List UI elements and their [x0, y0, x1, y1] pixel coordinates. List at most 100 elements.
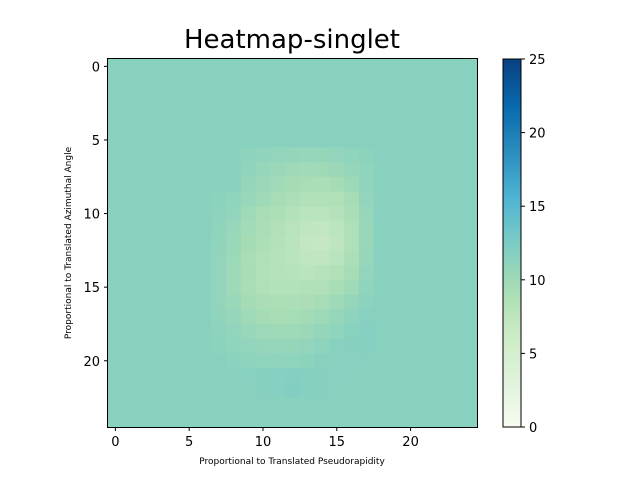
heatmap-cell [270, 309, 286, 325]
heatmap-cell [462, 59, 478, 75]
heatmap-cell [403, 397, 419, 413]
heatmap-cell [344, 220, 360, 237]
heatmap-cell [403, 220, 419, 237]
heatmap-cell [299, 132, 316, 148]
heatmap-cell [255, 176, 271, 193]
chart-title: Heatmap-singlet [184, 25, 400, 55]
heatmap-cell [167, 176, 183, 193]
heatmap-cell [167, 191, 183, 207]
heatmap-cell [462, 250, 478, 266]
heatmap-cell [167, 279, 183, 296]
heatmap-cell [181, 338, 198, 354]
heatmap-cell [299, 397, 316, 413]
heatmap-cell [373, 191, 390, 207]
heatmap-cell [329, 368, 345, 384]
heatmap-cell [167, 220, 183, 237]
heatmap-cell [152, 162, 168, 178]
heatmap-cell [270, 294, 286, 310]
x-tick-label: 20 [402, 435, 419, 450]
heatmap-cell [358, 309, 375, 325]
heatmap-cell [285, 294, 301, 310]
heatmap-cell [270, 117, 286, 134]
heatmap-cell [137, 250, 153, 266]
heatmap-cell [299, 309, 316, 325]
heatmap-cell [299, 147, 316, 163]
heatmap-cell [329, 323, 345, 340]
heatmap-cell [432, 88, 449, 104]
heatmap-cell [240, 73, 257, 90]
heatmap-cell [167, 338, 183, 354]
heatmap-cell [240, 176, 257, 193]
heatmap-cell [299, 250, 316, 266]
heatmap-cell [299, 294, 316, 310]
heatmap-cell [270, 412, 286, 428]
heatmap-cell [403, 176, 419, 193]
heatmap-cell [373, 147, 390, 163]
heatmap-cell [462, 235, 478, 251]
heatmap-cell [432, 220, 449, 237]
heatmap-cell [358, 132, 375, 148]
heatmap-cell [285, 338, 301, 354]
heatmap-cell [137, 235, 153, 251]
heatmap-cell [137, 382, 153, 399]
heatmap-cell [432, 59, 449, 75]
heatmap-cell [255, 117, 271, 134]
heatmap-cell [417, 382, 434, 399]
heatmap-cell [403, 309, 419, 325]
heatmap-cell [358, 250, 375, 266]
heatmap-cell [447, 147, 463, 163]
heatmap-cell [137, 265, 153, 281]
colorbar-tick-label: 5 [529, 347, 537, 362]
heatmap-cell [285, 206, 301, 222]
heatmap-cell [344, 147, 360, 163]
heatmap-cell [240, 338, 257, 354]
heatmap-cell [226, 88, 242, 104]
heatmap-cell [447, 382, 463, 399]
heatmap-cell [196, 338, 212, 354]
heatmap-cell [314, 132, 330, 148]
heatmap-cell [299, 88, 316, 104]
heatmap-cell [270, 220, 286, 237]
heatmap-cell [211, 191, 227, 207]
heatmap-cell [240, 103, 257, 119]
heatmap-cell [344, 323, 360, 340]
heatmap-cell [329, 88, 345, 104]
heatmap-cell [167, 294, 183, 310]
heatmap-cell [462, 397, 478, 413]
heatmap-cell [108, 117, 124, 134]
heatmap-cell [255, 250, 271, 266]
heatmap-cell [344, 250, 360, 266]
heatmap-cell [270, 176, 286, 193]
heatmap-cell [211, 220, 227, 237]
heatmap-cell [403, 382, 419, 399]
heatmap-cell [226, 294, 242, 310]
heatmap-cell [388, 382, 404, 399]
heatmap-cell [432, 132, 449, 148]
colorbar-tick-label: 15 [529, 200, 546, 215]
heatmap-cell [447, 338, 463, 354]
heatmap-cell [240, 368, 257, 384]
heatmap-cell [122, 147, 139, 163]
heatmap-cell [167, 147, 183, 163]
heatmap-cell [181, 88, 198, 104]
heatmap-cell [314, 73, 330, 90]
heatmap-cell [388, 132, 404, 148]
colorbar-tick-label: 25 [529, 53, 546, 68]
heatmap-cell [255, 309, 271, 325]
heatmap-cell [122, 176, 139, 193]
heatmap-cell [240, 250, 257, 266]
heatmap-cell [137, 88, 153, 104]
heatmap-cell [329, 279, 345, 296]
heatmap-cell [211, 162, 227, 178]
heatmap-cell [181, 162, 198, 178]
heatmap-cell [108, 162, 124, 178]
heatmap-cell [137, 176, 153, 193]
heatmap-cell [285, 88, 301, 104]
heatmap-cell [181, 309, 198, 325]
heatmap-cell [270, 338, 286, 354]
heatmap-cell [196, 88, 212, 104]
heatmap-cell [167, 382, 183, 399]
heatmap-cell [373, 323, 390, 340]
heatmap-cell [417, 147, 434, 163]
heatmap-cell [108, 59, 124, 75]
